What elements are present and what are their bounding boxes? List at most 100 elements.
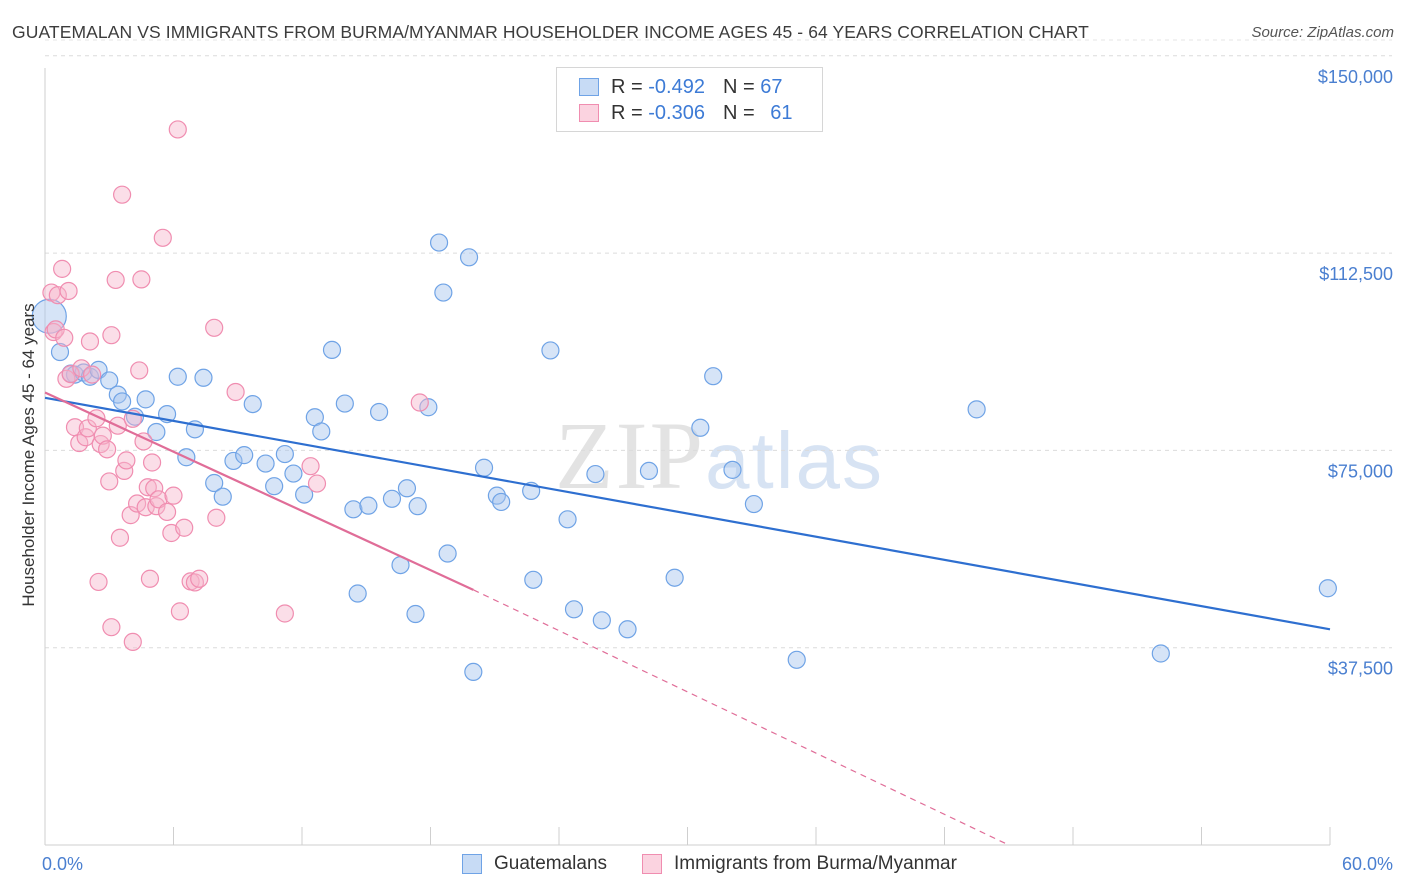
burma-point bbox=[140, 569, 160, 588]
burma-point bbox=[175, 518, 194, 537]
burma-point bbox=[106, 270, 125, 290]
guatemalans-point bbox=[618, 620, 637, 639]
burma-point bbox=[102, 326, 121, 345]
burma-trend-extension bbox=[473, 589, 1010, 846]
legend-row-burma: R = -0.306 N = 61 bbox=[579, 101, 792, 125]
guatemalans-point bbox=[459, 248, 479, 267]
axes bbox=[44, 68, 1331, 846]
burma-point bbox=[98, 440, 117, 459]
x-tick-label: 0.0% bbox=[42, 854, 83, 874]
burma-point bbox=[89, 572, 108, 592]
burma-point bbox=[153, 228, 172, 247]
burma-point bbox=[72, 359, 91, 378]
guatemalans-point bbox=[744, 494, 763, 514]
bottom-legend-label: Guatemalans bbox=[494, 853, 608, 874]
guatemalans-point bbox=[592, 611, 611, 630]
guatemalans-point bbox=[492, 492, 511, 512]
legend-n-value: 67 bbox=[760, 75, 783, 98]
burma-point bbox=[275, 604, 294, 623]
guatemalans-point bbox=[406, 604, 425, 624]
legend-r-label: R = bbox=[611, 75, 649, 98]
guatemalans-point bbox=[322, 340, 342, 359]
guatemalans-point bbox=[564, 600, 584, 619]
burma-point bbox=[130, 361, 149, 380]
guatemalans-point bbox=[419, 398, 438, 417]
guatemalans-point bbox=[50, 342, 70, 362]
burma-point bbox=[138, 478, 157, 497]
guatemalans-point bbox=[408, 497, 427, 516]
burma-point bbox=[301, 457, 320, 476]
guatemalans-point bbox=[382, 489, 402, 508]
x-tick-label: 60.0% bbox=[1342, 854, 1393, 874]
bottom-legend-guatemalans: Guatemalans bbox=[462, 852, 607, 876]
burma-point bbox=[307, 474, 327, 493]
y-tick-label: $150,000 bbox=[1318, 67, 1393, 87]
burma-point bbox=[145, 479, 164, 498]
legend-swatch-blue bbox=[579, 78, 599, 96]
burma-point bbox=[44, 322, 63, 342]
burma-point bbox=[132, 270, 151, 289]
guatemalans-point bbox=[348, 584, 367, 603]
guatemalans-point bbox=[284, 464, 303, 483]
guatemalans-point bbox=[370, 402, 389, 422]
source-label: Source: ZipAtlas.com bbox=[1251, 24, 1394, 41]
guatemalans-point bbox=[112, 392, 132, 411]
guatemalans-point bbox=[147, 422, 166, 442]
bottom-legend-label: Immigrants from Burma/Myanmar bbox=[674, 853, 957, 874]
guatemalans-point bbox=[429, 233, 449, 252]
y-tick-label: $37,500 bbox=[1328, 659, 1393, 679]
guatemalans-point bbox=[438, 544, 457, 563]
burma-point bbox=[205, 318, 224, 337]
guatemalans-point bbox=[256, 454, 275, 473]
burma-point bbox=[142, 453, 162, 472]
burma-point bbox=[61, 365, 80, 384]
burma-point bbox=[83, 365, 102, 384]
guatemalans-point bbox=[704, 367, 723, 386]
watermark: ZIPatlas bbox=[555, 400, 884, 511]
tick-labels: $37,500 $75,000 $112,500 $150,000 0.0% 60.0% bbox=[42, 67, 1393, 874]
burma-point bbox=[168, 120, 187, 139]
guatemalans-trend-line bbox=[44, 396, 1331, 631]
guatemalans-point bbox=[100, 371, 119, 390]
guatemalans-point bbox=[464, 662, 483, 681]
bottom-legend-burma: Immigrants from Burma/Myanmar bbox=[642, 852, 957, 876]
burma-point bbox=[170, 602, 190, 621]
burma-point bbox=[190, 569, 209, 588]
guatemalans-point bbox=[275, 444, 294, 464]
guatemalans-point bbox=[312, 422, 331, 441]
burma-point bbox=[80, 332, 100, 351]
burma-point bbox=[121, 506, 140, 525]
legend-r-value: -0.492 bbox=[648, 75, 705, 98]
burma-point bbox=[112, 185, 132, 204]
guatemalans-point bbox=[1151, 644, 1170, 663]
y-tick-label: $112,500 bbox=[1319, 264, 1393, 284]
guatemalans-point bbox=[639, 461, 659, 481]
legend-n-label: N = bbox=[722, 101, 761, 124]
burma-points bbox=[42, 120, 429, 652]
burma-point bbox=[100, 472, 119, 491]
burma-point bbox=[59, 281, 78, 301]
guatemalans-point bbox=[967, 400, 986, 419]
guatemalans-point bbox=[524, 570, 543, 589]
guatemalans-point bbox=[397, 479, 417, 498]
guatemalans-point bbox=[235, 446, 254, 465]
watermark-atlas: atlas bbox=[705, 416, 884, 505]
legend-swatch-pink bbox=[579, 104, 599, 122]
burma-point bbox=[164, 486, 183, 505]
burma-point bbox=[53, 259, 72, 278]
burma-point bbox=[147, 497, 166, 516]
guatemalans-point bbox=[1318, 579, 1337, 598]
guatemalans-point bbox=[723, 460, 742, 479]
burma-point bbox=[410, 393, 429, 412]
guatemalans-point bbox=[205, 473, 224, 493]
guatemalans-point bbox=[335, 394, 354, 413]
guatemalans-point bbox=[213, 487, 232, 506]
burma-point bbox=[157, 502, 177, 522]
guatemalans-point bbox=[194, 368, 213, 387]
legend-r-label: R = bbox=[611, 101, 649, 124]
burma-point bbox=[110, 528, 130, 547]
guatemalans-points bbox=[31, 233, 1337, 681]
y-axis-label: Householder Income Ages 45 - 64 years bbox=[19, 303, 38, 606]
guatemalans-point bbox=[541, 341, 560, 360]
stats-legend: R = -0.492 N = 67 R = -0.306 N = 61 bbox=[556, 67, 823, 132]
